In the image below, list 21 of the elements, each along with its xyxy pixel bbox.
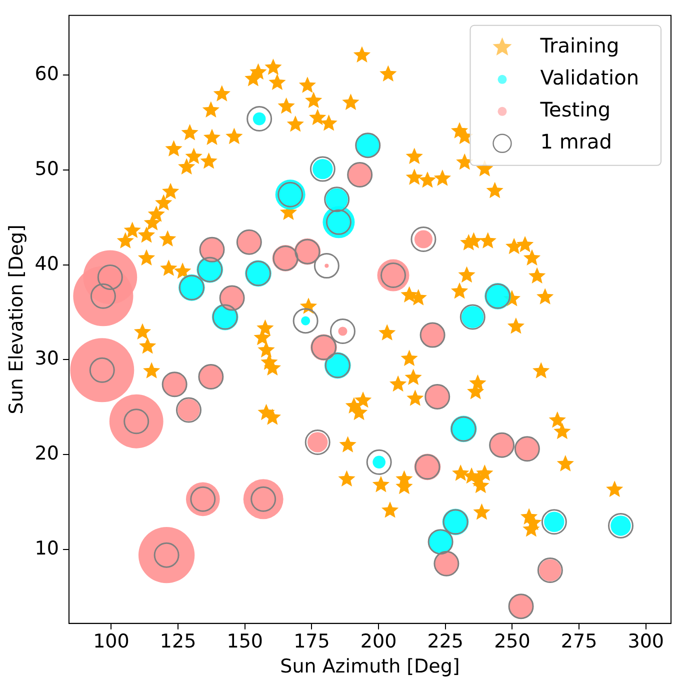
y-tick-label: 30: [34, 348, 59, 370]
x-tick-label: 100: [93, 630, 130, 653]
y-tick-label: 40: [34, 252, 59, 275]
x-tick-label: 225: [427, 630, 464, 653]
legend-label: Testing: [539, 98, 611, 122]
legend-label: Training: [539, 34, 620, 58]
legend-label: 1 mrad: [540, 130, 612, 154]
x-tick-label: 200: [360, 630, 397, 653]
x-tick-label: 150: [226, 630, 264, 653]
x-tick-label: 250: [494, 630, 530, 653]
x-tick-label: 300: [628, 630, 664, 653]
legend-label: Validation: [540, 66, 640, 90]
x-tick-label: 175: [294, 630, 330, 653]
y-tick-label: 60: [34, 63, 59, 86]
y-tick-label: 20: [34, 442, 59, 464]
x-axis-title: Sun Azimuth [Deg]: [280, 656, 460, 678]
y-tick-label: 10: [34, 537, 59, 560]
x-tick-label: 275: [560, 630, 598, 653]
x-tick-label: 125: [160, 630, 196, 653]
y-tick-label: 50: [34, 158, 59, 180]
y-axis-title: Sun Elevation [Deg]: [5, 224, 28, 414]
